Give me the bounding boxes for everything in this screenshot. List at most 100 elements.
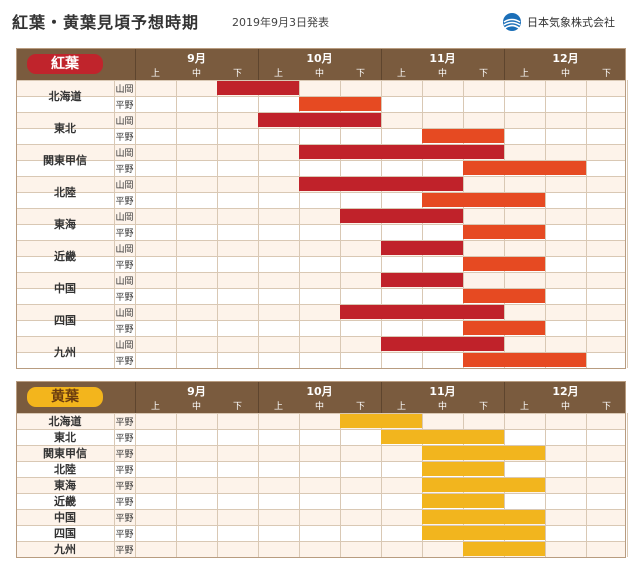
site-label: 平野 bbox=[115, 433, 134, 444]
column-separator bbox=[463, 80, 464, 368]
peak-period-bar bbox=[381, 337, 504, 351]
dekad-label: 中 bbox=[314, 402, 324, 412]
table-frame bbox=[16, 381, 626, 558]
row-band bbox=[16, 240, 626, 256]
site-label: 山岡 bbox=[115, 84, 134, 95]
peak-period-bar bbox=[463, 542, 545, 556]
page-title: 紅葉・黄葉見頃予想時期 bbox=[12, 13, 200, 32]
peak-period-bar bbox=[463, 257, 545, 271]
column-separator bbox=[340, 80, 341, 368]
site-label: 平野 bbox=[115, 481, 134, 492]
column-separator bbox=[114, 413, 115, 557]
column-separator bbox=[381, 413, 382, 557]
column-separator bbox=[586, 80, 587, 368]
peak-period-bar bbox=[381, 241, 463, 255]
site-label: 山岡 bbox=[115, 116, 134, 127]
column-separator bbox=[217, 80, 218, 368]
column-separator bbox=[135, 80, 136, 368]
row-divider bbox=[16, 445, 626, 446]
month-label: 12月 bbox=[552, 385, 579, 398]
row-divider bbox=[16, 192, 626, 193]
row-band bbox=[16, 413, 626, 429]
title-row: 紅葉・黄葉見頃予想時期 2019年9月3日発表 日本気象株式会社 bbox=[0, 0, 644, 40]
month-separator bbox=[135, 48, 136, 80]
peak-period-bar bbox=[422, 526, 545, 540]
dekad-label: 上 bbox=[273, 402, 283, 412]
region-label: 東北 bbox=[54, 431, 76, 444]
month-separator bbox=[258, 48, 259, 80]
site-label: 山岡 bbox=[115, 180, 134, 191]
row-divider bbox=[16, 336, 626, 337]
dekad-label: 中 bbox=[191, 69, 201, 79]
column-separator bbox=[504, 80, 505, 368]
dekad-label: 下 bbox=[355, 69, 365, 79]
peak-period-bar bbox=[422, 446, 545, 460]
site-label: 平野 bbox=[115, 196, 134, 207]
dekad-label: 中 bbox=[437, 402, 447, 412]
month-label: 11月 bbox=[429, 52, 456, 65]
dekad-label: 上 bbox=[273, 69, 283, 79]
site-label: 平野 bbox=[115, 228, 134, 239]
peak-period-bar bbox=[217, 81, 299, 95]
site-label: 平野 bbox=[115, 356, 134, 367]
row-divider bbox=[16, 176, 626, 177]
row-divider bbox=[16, 224, 626, 225]
site-label: 平野 bbox=[115, 497, 134, 508]
column-separator bbox=[176, 80, 177, 368]
row-divider bbox=[16, 208, 626, 209]
column-separator bbox=[135, 413, 136, 557]
row-divider bbox=[16, 256, 626, 257]
release-date: 2019年9月3日発表 bbox=[232, 16, 329, 29]
dekad-label: 下 bbox=[478, 402, 488, 412]
row-divider bbox=[16, 477, 626, 478]
site-label: 山岡 bbox=[115, 148, 134, 159]
org-logo-icon bbox=[503, 13, 521, 31]
dekad-label: 中 bbox=[314, 69, 324, 79]
region-label: 九州 bbox=[54, 543, 76, 556]
month-label: 10月 bbox=[306, 385, 333, 398]
peak-period-bar bbox=[340, 414, 422, 428]
site-label: 平野 bbox=[115, 529, 134, 540]
peak-period-bar bbox=[340, 305, 504, 319]
row-divider bbox=[16, 272, 626, 273]
month-separator bbox=[504, 381, 505, 413]
region-label: 四国 bbox=[54, 527, 76, 540]
peak-period-bar bbox=[422, 494, 504, 508]
month-separator bbox=[381, 48, 382, 80]
region-label: 中国 bbox=[54, 511, 76, 524]
table-header bbox=[16, 381, 626, 413]
dekad-label: 上 bbox=[519, 402, 529, 412]
category-badge: 紅葉 bbox=[27, 54, 103, 74]
site-label: 山岡 bbox=[115, 276, 134, 287]
month-separator bbox=[381, 381, 382, 413]
peak-period-bar bbox=[463, 321, 545, 335]
peak-period-bar bbox=[463, 353, 586, 367]
column-separator bbox=[258, 80, 259, 368]
dekad-label: 上 bbox=[519, 69, 529, 79]
column-separator bbox=[114, 80, 115, 368]
row-divider bbox=[16, 80, 626, 81]
site-label: 平野 bbox=[115, 260, 134, 271]
region-label: 北海道 bbox=[48, 90, 82, 103]
month-label: 10月 bbox=[306, 52, 333, 65]
column-separator bbox=[627, 413, 628, 557]
site-label: 平野 bbox=[115, 449, 134, 460]
site-label: 山岡 bbox=[115, 340, 134, 351]
month-label: 11月 bbox=[429, 385, 456, 398]
row-divider bbox=[16, 493, 626, 494]
row-divider bbox=[16, 304, 626, 305]
peak-period-bar bbox=[422, 462, 504, 476]
column-separator bbox=[545, 413, 546, 557]
peak-period-bar bbox=[422, 193, 545, 207]
peak-period-bar bbox=[463, 161, 586, 175]
table-header bbox=[16, 48, 626, 80]
row-band bbox=[16, 80, 626, 96]
site-label: 平野 bbox=[115, 513, 134, 524]
row-divider bbox=[16, 144, 626, 145]
row-divider bbox=[16, 288, 626, 289]
dekad-label: 下 bbox=[232, 69, 242, 79]
row-divider bbox=[16, 240, 626, 241]
row-divider bbox=[16, 112, 626, 113]
peak-period-bar bbox=[422, 478, 545, 492]
region-label: 中国 bbox=[54, 282, 76, 295]
